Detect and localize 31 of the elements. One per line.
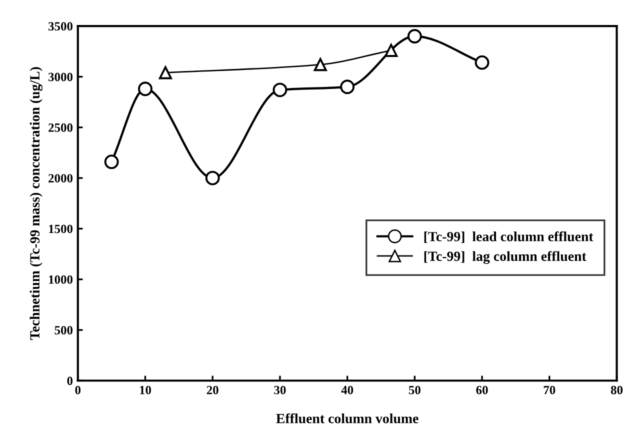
- x-tick-label: 0: [75, 386, 81, 394]
- x-tick-label: 20: [206, 386, 218, 394]
- x-axis-title: Effluent column volume: [276, 413, 418, 424]
- x-tick-label: 30: [274, 386, 286, 394]
- point: [138, 82, 152, 96]
- y-tick-label: 1500: [49, 224, 73, 234]
- y-axis-title: Technetium (Tc-99 mass) concentration (ug/L): [30, 67, 42, 340]
- point: [272, 82, 288, 98]
- y-tick-label: 3500: [48, 22, 73, 31]
- point: [205, 170, 220, 186]
- legend-label: [Tc-99] lag column effluent: [424, 251, 586, 264]
- y-tick-label: 2000: [48, 174, 73, 182]
- point: [340, 80, 355, 94]
- y-tick-label: 0: [67, 376, 73, 386]
- point: [474, 55, 490, 70]
- x-tick-label: 40: [341, 386, 354, 394]
- y-tick-label: 500: [54, 326, 73, 334]
- x-tick-label: 60: [476, 386, 488, 394]
- y-tick-label: 2500: [48, 123, 73, 132]
- point: [104, 154, 119, 170]
- point: [314, 58, 327, 72]
- x-tick-label: 50: [408, 386, 420, 394]
- point: [407, 29, 422, 44]
- point: [384, 44, 398, 57]
- point: [158, 66, 172, 80]
- legend-label: [Tc-99] lead column effluent: [424, 231, 594, 244]
- x-tick-label: 70: [544, 386, 556, 394]
- x-tick-label: 80: [610, 386, 623, 394]
- x-tick-label: 10: [140, 386, 152, 394]
- y-tick-label: 3000: [48, 72, 73, 82]
- y-tick-label: 1000: [49, 275, 73, 284]
